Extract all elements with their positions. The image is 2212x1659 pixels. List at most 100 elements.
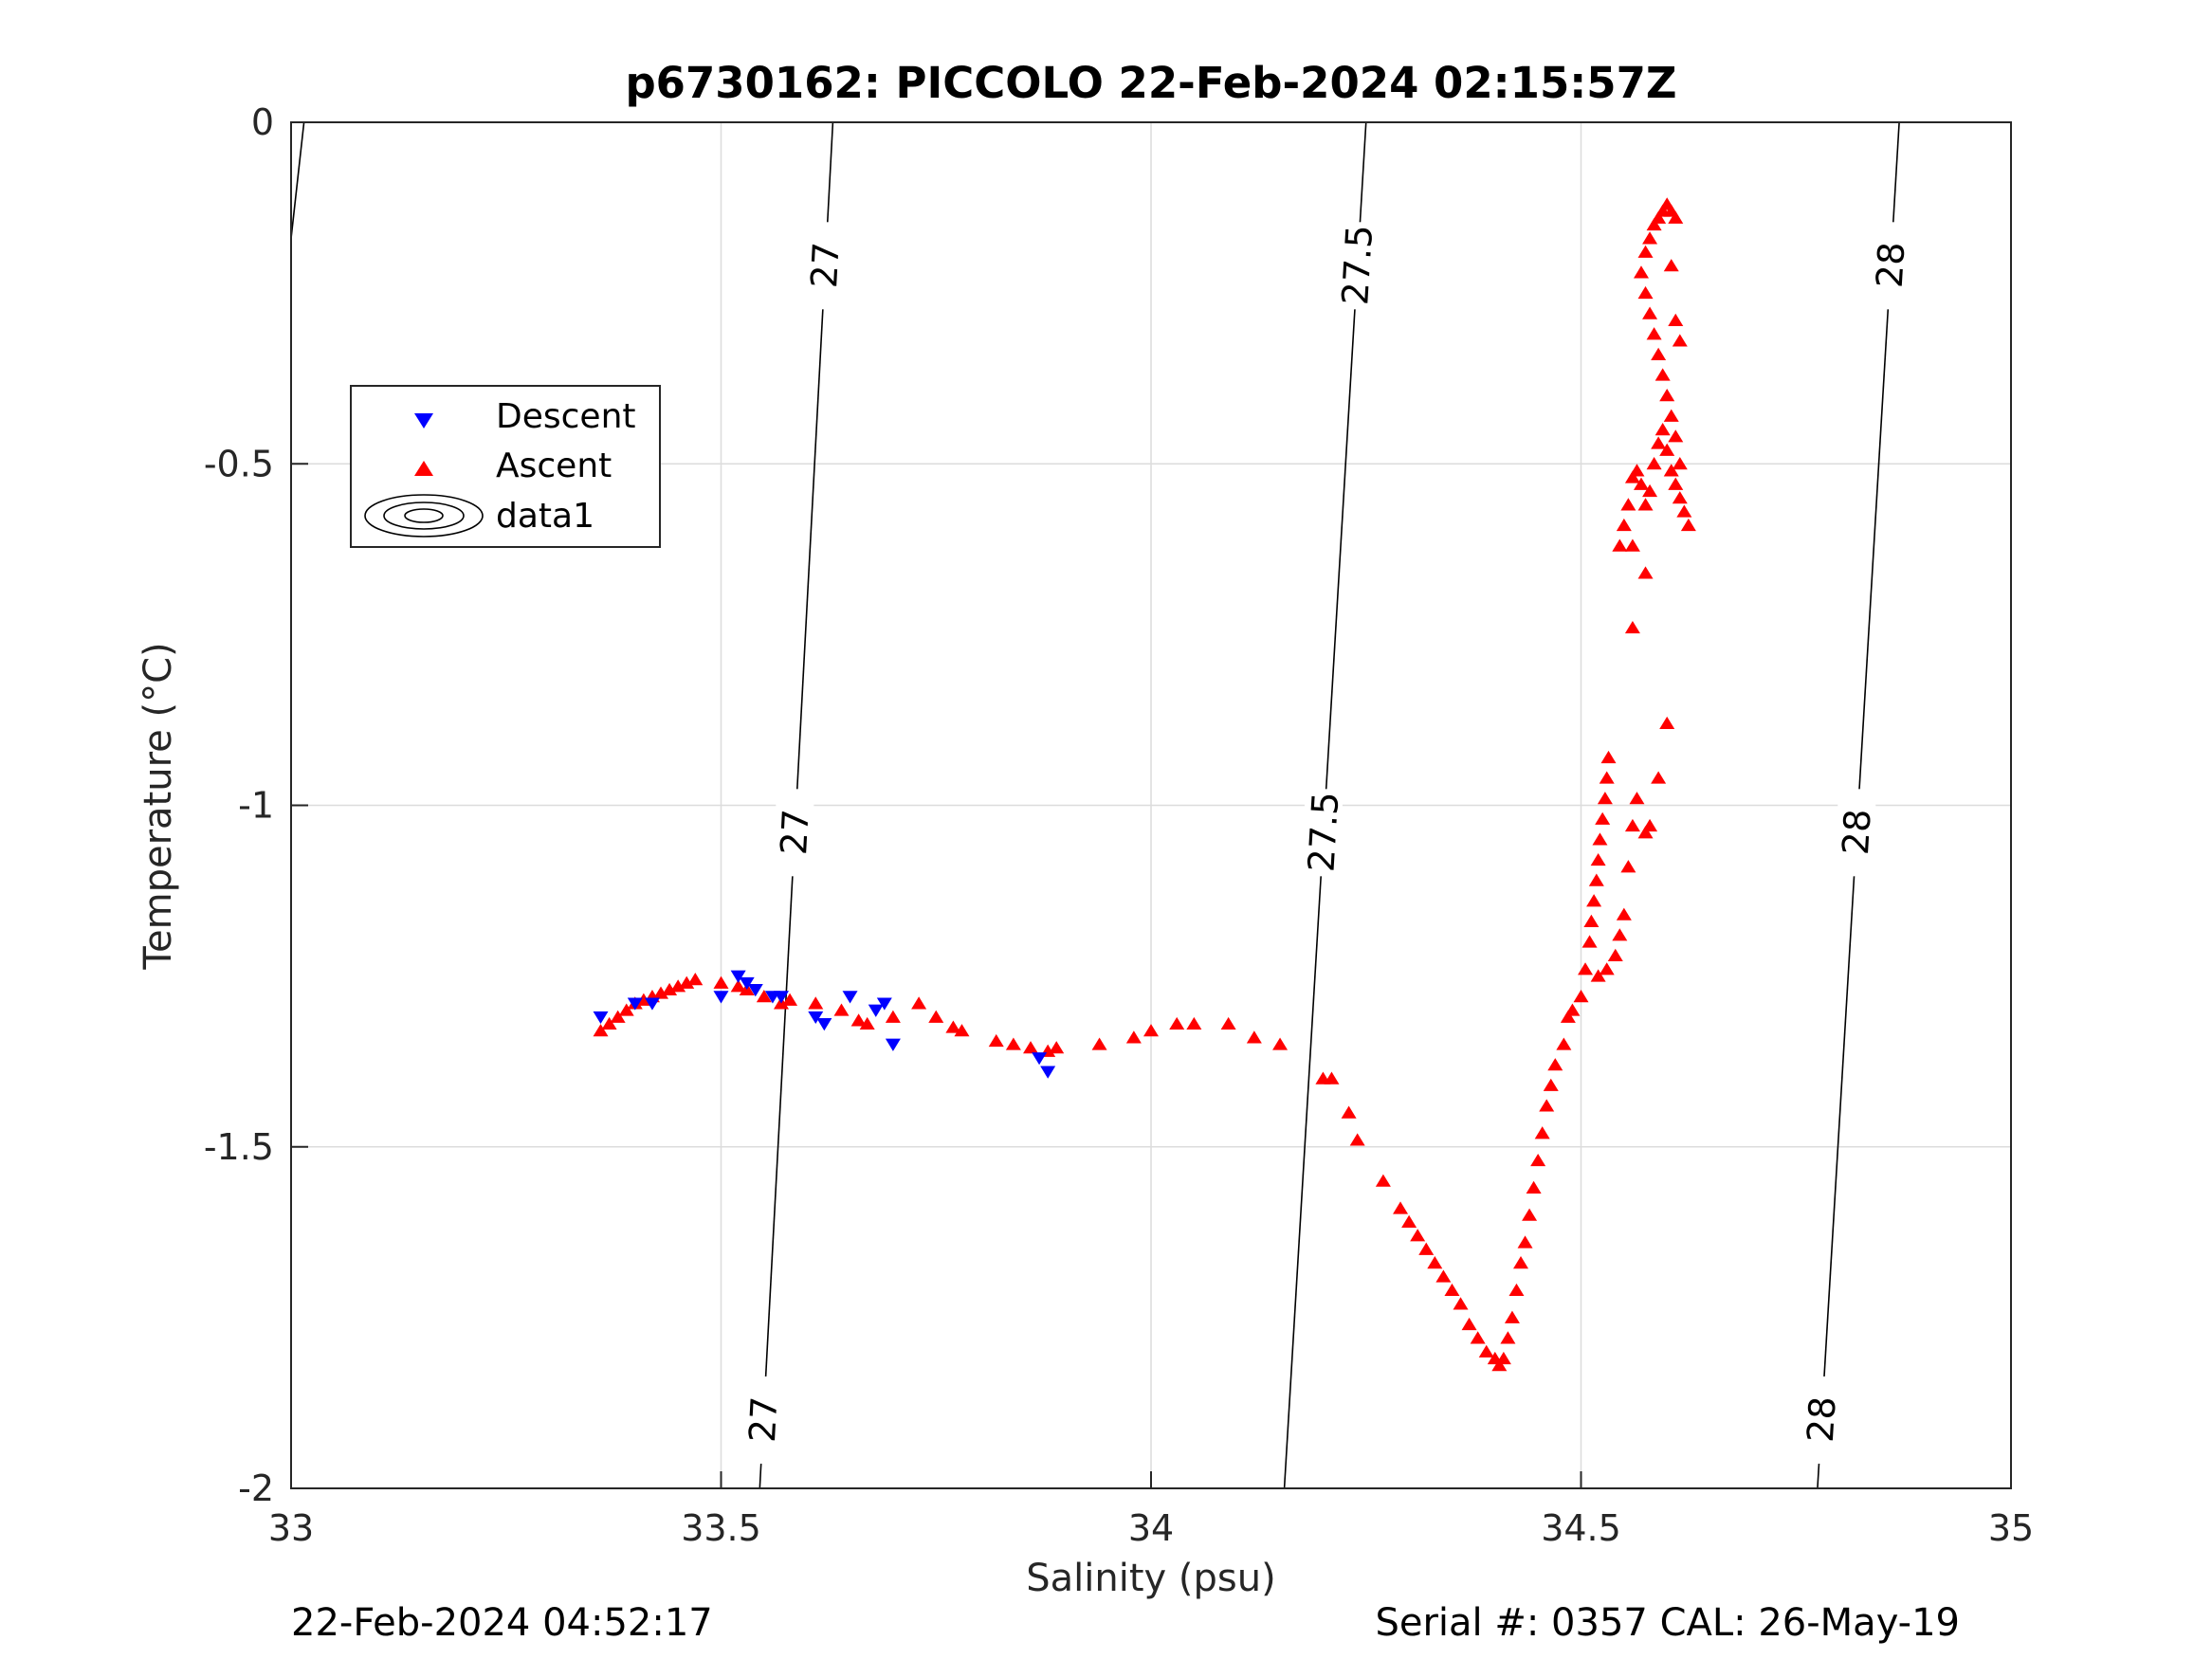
ascent-point [1663, 464, 1679, 477]
ascent-point [1637, 566, 1654, 579]
ascent-point [730, 979, 746, 993]
ascent-point [1597, 792, 1613, 805]
ascent-point [1005, 1037, 1021, 1050]
ascent-point [988, 1033, 1004, 1048]
ascent-point [1590, 969, 1606, 982]
ascent-point [1633, 477, 1649, 490]
y-tick-label: -2 [238, 1468, 274, 1509]
ascent-point [1564, 1003, 1581, 1016]
ascent-point [1590, 852, 1606, 866]
contour-label-bg [806, 222, 845, 310]
descent-point [644, 997, 660, 1011]
ascent-point [610, 1010, 626, 1023]
ascent-point [1341, 1105, 1357, 1119]
ascent-point [1600, 750, 1617, 764]
ascent-point [1125, 1030, 1142, 1044]
series-ascent [593, 197, 1696, 1372]
ascent-point [885, 1010, 901, 1023]
contour-label: 27.5 [1334, 224, 1380, 306]
ascent-point [1508, 1283, 1525, 1297]
ascent-point [808, 996, 824, 1010]
ascent-point [1663, 259, 1679, 272]
legend-marker-contour-icon [364, 494, 484, 538]
ascent-point [1642, 818, 1658, 832]
ascent-point [687, 973, 704, 986]
ascent-point [635, 993, 651, 1006]
ascent-point [1633, 265, 1649, 279]
ascent-point [1592, 832, 1608, 846]
descent-point [627, 997, 643, 1011]
contour-label: 27 [803, 241, 848, 289]
ascent-point [1588, 873, 1604, 886]
ascent-point [1680, 518, 1696, 532]
ascent-point [1651, 436, 1667, 449]
ascent-point [679, 975, 695, 989]
ascent-point [911, 996, 927, 1010]
ascent-point [1556, 1037, 1572, 1050]
ascent-point [1393, 1201, 1409, 1214]
ascent-point [1522, 1208, 1538, 1221]
contour-label: 28 [1835, 808, 1879, 856]
series-descent [593, 970, 1056, 1079]
ascent-point [1091, 1037, 1107, 1050]
x-tick-label: 34.5 [1541, 1507, 1621, 1549]
ascent-point [1620, 498, 1636, 511]
ascent-point [1651, 347, 1667, 360]
data-series [593, 197, 1696, 1372]
ascent-point [1642, 483, 1658, 498]
contour-label-bg [776, 789, 814, 877]
ascent-point [1427, 1256, 1443, 1269]
ascent-point [1668, 477, 1684, 490]
ascent-point [1461, 1317, 1477, 1331]
y-tick-label: -1.5 [204, 1126, 274, 1168]
contour-label: 27 [773, 808, 817, 856]
ascent-point [1186, 1016, 1202, 1030]
x-tick-label: 34 [1128, 1507, 1174, 1549]
contour-line-edge [290, 121, 305, 239]
ascent-point [1491, 1358, 1508, 1372]
ascent-point [1612, 928, 1628, 941]
legend-marker-descent [414, 413, 433, 428]
x-axis-label: Salinity (psu) [1026, 1557, 1275, 1600]
ascent-point [1624, 470, 1640, 483]
descent-point [713, 991, 729, 1004]
x-tick-label: 35 [1988, 1507, 2034, 1549]
ascent-point [1470, 1331, 1486, 1344]
ascent-point [1272, 1037, 1289, 1050]
y-tick-label: -1 [238, 785, 274, 827]
ascent-point [1624, 620, 1640, 634]
legend-label-ascent: Ascent [496, 447, 612, 485]
ascent-point [1672, 334, 1688, 347]
ascent-point [1504, 1310, 1520, 1323]
descent-point [808, 1011, 824, 1025]
ascent-point [1375, 1174, 1391, 1187]
ascent-point [1324, 1071, 1340, 1085]
ascent-point [1349, 1133, 1365, 1146]
ascent-point [782, 993, 798, 1006]
ascent-point [1401, 1214, 1417, 1229]
ascent-point [1169, 1016, 1185, 1030]
ascent-point [1547, 1058, 1563, 1071]
ascent-point [1651, 210, 1667, 224]
ascent-point [1616, 907, 1632, 921]
legend-label-descent: Descent [496, 397, 636, 436]
contour-label-bg [1304, 789, 1343, 877]
ascent-point [1629, 792, 1645, 805]
descent-point [1032, 1052, 1048, 1066]
ascent-point [1651, 771, 1667, 784]
ascent-point [1668, 429, 1684, 443]
ascent-point [928, 1010, 944, 1023]
ascent-point [1220, 1016, 1236, 1030]
ascent-point [1573, 990, 1589, 1003]
ascent-point [1478, 1344, 1494, 1358]
ascent-point [1435, 1269, 1452, 1283]
ascent-point [1642, 306, 1658, 319]
ascent-point [662, 982, 678, 996]
ascent-point [1607, 948, 1623, 962]
contour-label: 28 [1869, 241, 1913, 289]
ascent-point [1663, 409, 1679, 422]
ascent-point [1676, 504, 1692, 518]
ascent-point [1642, 231, 1658, 245]
ascent-point [1659, 389, 1675, 402]
